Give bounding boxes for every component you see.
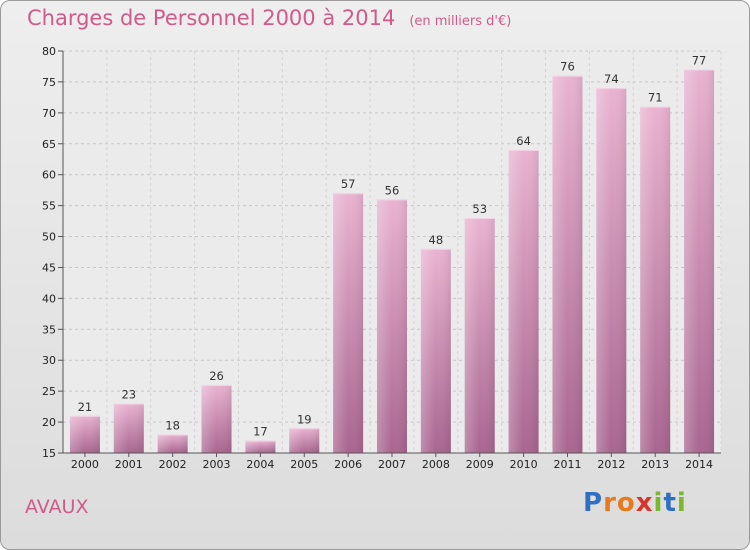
bar-value-label: 21 <box>78 400 93 414</box>
x-tick-label: 2007 <box>378 458 406 471</box>
y-tick-label: 30 <box>42 354 56 367</box>
bar-value-label: 74 <box>604 72 619 86</box>
y-tick-label: 40 <box>42 292 56 305</box>
bar-shading <box>245 440 276 453</box>
logo-letter: o <box>616 488 636 518</box>
y-tick-label: 75 <box>42 76 56 89</box>
bar-value-label: 26 <box>209 369 224 383</box>
bar-value-label: 19 <box>297 412 312 426</box>
x-tick-label: 2002 <box>159 458 187 471</box>
bar-layer: 21 23 18 26 17 19 57 56 48 53 64 76 74 71 77 <box>69 54 715 454</box>
y-tick-label: 70 <box>42 107 56 120</box>
bar-shading <box>289 428 320 453</box>
logo-letter: i <box>676 488 687 518</box>
x-tick-label: 2003 <box>203 458 231 471</box>
bar-value-label: 23 <box>121 388 136 402</box>
logo-letter: P <box>583 488 604 518</box>
bar-shading <box>377 199 407 453</box>
y-tick-label: 80 <box>42 45 56 58</box>
bar-shading <box>157 434 188 453</box>
bar-value-label: 76 <box>560 60 575 74</box>
x-tick-label: 2013 <box>641 458 669 471</box>
bar-value-label: 57 <box>341 177 356 191</box>
chart-subtitle: (en milliers d'€) <box>409 14 512 29</box>
bar-shading <box>464 217 495 453</box>
bar-shading <box>508 149 539 453</box>
y-tick-label: 65 <box>42 138 56 151</box>
x-tick-label: 2009 <box>466 458 494 471</box>
y-tick-label: 25 <box>42 385 56 398</box>
bar-shading <box>201 384 232 453</box>
y-tick-label: 35 <box>42 323 56 336</box>
bar-shading <box>640 106 671 454</box>
bar-shading <box>596 88 627 453</box>
bar-shading <box>552 75 583 453</box>
y-tick-label: 55 <box>42 200 56 213</box>
proxiti-logo: Proxiti <box>583 488 687 518</box>
bar-value-label: 53 <box>472 202 487 216</box>
x-tick-label: 2012 <box>597 458 625 471</box>
y-tick-label: 20 <box>42 416 56 429</box>
bar-shading <box>113 403 144 453</box>
bar-shading <box>69 415 100 453</box>
bar-value-label: 56 <box>385 183 400 197</box>
bar-value-label: 17 <box>253 425 268 439</box>
commune-name: AVAUX <box>25 496 89 518</box>
x-tick-label: 2005 <box>290 458 318 471</box>
x-tick-label: 2000 <box>71 458 99 471</box>
bar-shading <box>684 69 715 454</box>
bar-value-label: 64 <box>516 134 531 148</box>
x-tick-label: 2014 <box>685 458 713 471</box>
bar-shading <box>333 193 364 453</box>
x-tick-label: 2006 <box>334 458 362 471</box>
x-tick-label: 2010 <box>510 458 538 471</box>
y-tick-label: 15 <box>42 447 56 460</box>
bar-shading <box>420 248 451 453</box>
chart-title-text: Charges de Personnel 2000 à 2014 <box>27 6 396 30</box>
x-tick-label: 2011 <box>553 458 581 471</box>
bar-value-label: 77 <box>692 54 707 68</box>
x-tick-label: 2008 <box>422 458 450 471</box>
axis-layer: 15 20 25 30 35 40 45 50 55 60 65 70 75 80 2000 2001 2002… <box>42 45 721 471</box>
chart-title: Charges de Personnel 2000 à 2014 (en mill… <box>27 6 511 30</box>
y-tick-label: 60 <box>42 169 56 182</box>
y-tick-label: 50 <box>42 231 56 244</box>
logo-letter: x <box>635 488 654 518</box>
logo-letter: i <box>653 488 664 518</box>
bar-value-label: 48 <box>429 233 444 247</box>
y-tick-label: 45 <box>42 261 56 274</box>
bar-value-label: 71 <box>648 91 663 105</box>
x-tick-label: 2004 <box>246 458 274 471</box>
bar-value-label: 18 <box>165 418 180 432</box>
logo-letter: t <box>663 488 677 518</box>
x-tick-label: 2001 <box>115 458 143 471</box>
logo-letter: r <box>603 488 617 518</box>
